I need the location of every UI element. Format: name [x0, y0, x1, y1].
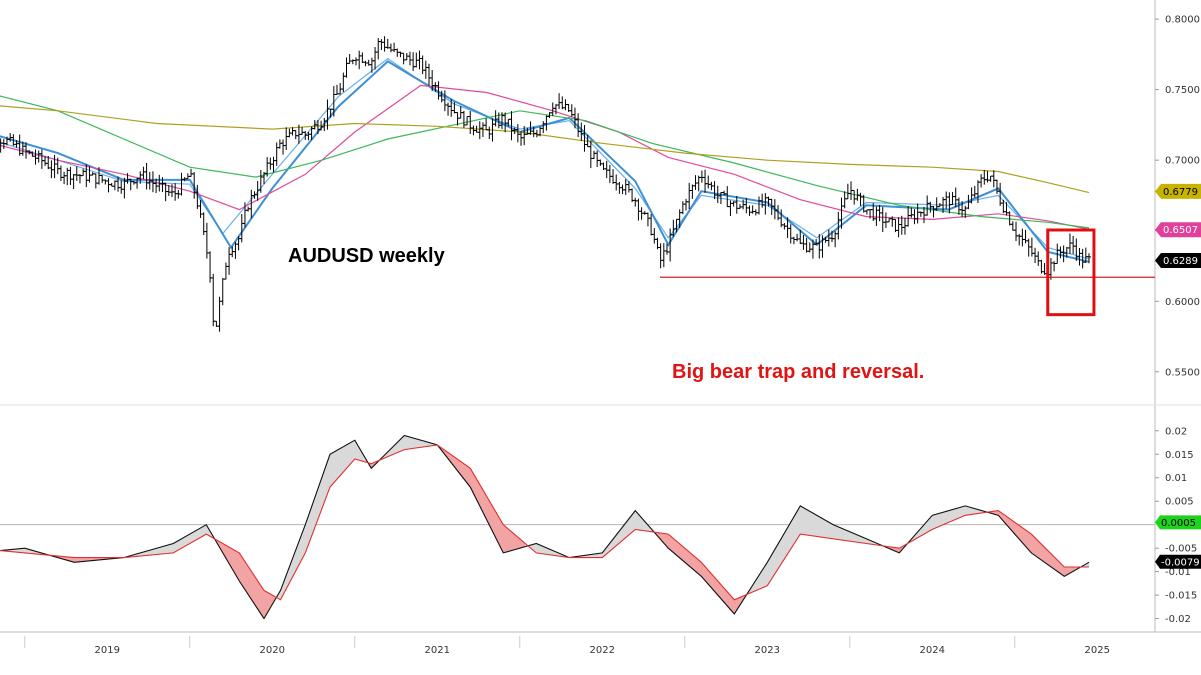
price-tag-shape [1155, 252, 1201, 268]
price-tag-shape [1155, 183, 1201, 199]
oscillator-value-tag: -0.0079 [1155, 554, 1201, 569]
year-label: 2022 [590, 645, 615, 656]
oscillator-tick-label: 0.015 [1165, 450, 1194, 461]
oscillator-fill-segment [816, 514, 823, 538]
price-tag-shape [1155, 222, 1201, 238]
price-tag-label: 0.6779 [1163, 187, 1198, 198]
price-bar [1087, 253, 1091, 264]
price-tick-label: 0.7500 [1165, 85, 1200, 96]
year-label: 2025 [1085, 645, 1110, 656]
oscillator-tick-label: -0.015 [1165, 591, 1197, 602]
oscillator-value-tag: 0.0005 [1155, 515, 1201, 530]
price-value-tag: 0.6507 [1155, 222, 1201, 238]
price-tag-label: 0.6289 [1163, 256, 1198, 267]
chart-annotation: Big bear trap and reversal. [672, 361, 924, 383]
price-bars [0, 36, 1091, 332]
highlight-box [1046, 228, 1096, 317]
oscillator-tick-label: -0.005 [1165, 544, 1197, 555]
oscillator-tick-label: 0.005 [1165, 497, 1194, 508]
oscillator-fill-segment [404, 435, 410, 450]
oscillator-value-tags: 0.0005 -0.0079 [1155, 515, 1201, 569]
x-axis: 2019 2020 2021 2022 2023 2024 2025 [24, 636, 1110, 656]
oscillator-tick-label: 0.02 [1165, 426, 1187, 437]
oscillator-lines [0, 434, 1090, 620]
oscillator-fill-segment [811, 511, 817, 537]
oscillator-tag-shape [1155, 515, 1201, 530]
year-label: 2021 [425, 645, 450, 656]
oscillator-tick-label: -0.01 [1165, 567, 1191, 578]
oscillator-fill-segment [333, 449, 339, 483]
oscillator-fill-segment [805, 508, 812, 536]
oscillator-tick-label: 0.01 [1165, 473, 1187, 484]
year-label: 2023 [755, 645, 780, 656]
chart-title: AUDUSD weekly [288, 245, 446, 267]
year-label: 2024 [920, 645, 945, 656]
price-value-tag: 0.6289 [1155, 252, 1201, 268]
oscillator-fill [0, 434, 1090, 620]
price-value-tags: 0.6779 0.6507 0.6289 [1155, 183, 1201, 268]
price-tick-label: 0.6000 [1165, 297, 1200, 308]
oscillator-tag-shape [1155, 554, 1201, 569]
moving-average-5 [0, 105, 1090, 194]
price-tag-label: 0.6507 [1163, 225, 1198, 236]
oscillator-axis-ticks: 0.02 0.015 0.01 0.005 -0.005 -0.01 -0.015 -0.02 [1155, 426, 1197, 625]
oscillator-fill-segment [329, 451, 335, 488]
year-label: 2019 [95, 645, 120, 656]
oscillator-fill-segment [800, 505, 806, 536]
year-label: 2020 [260, 645, 285, 656]
oscillator-line-1 [0, 434, 1090, 620]
oscillator-tag-label: -0.0079 [1161, 557, 1200, 568]
price-value-tag: 0.6779 [1155, 183, 1201, 199]
price-tick-label: 0.7000 [1165, 156, 1200, 167]
oscillator-tag-label: 0.0005 [1161, 518, 1196, 529]
oscillator-tick-label: -0.02 [1165, 614, 1191, 625]
price-tick-label: 0.5500 [1165, 367, 1200, 378]
price-tick-label: 0.8000 [1165, 15, 1200, 26]
oscillator-line-2 [0, 444, 1089, 601]
